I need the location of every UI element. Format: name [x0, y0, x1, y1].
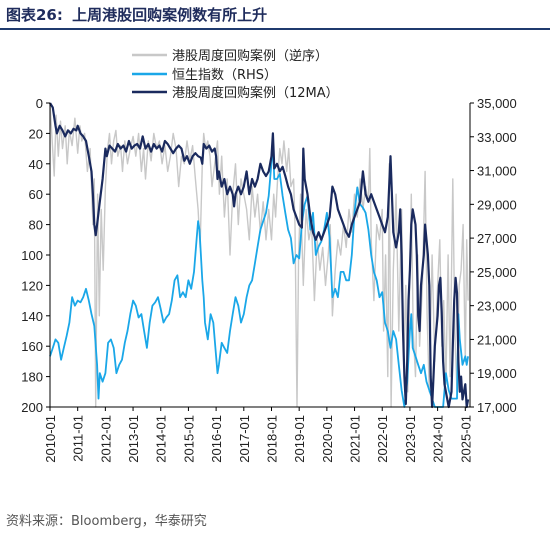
legend-label-buyback-inverted: 港股周度回购案例（逆序）	[172, 48, 328, 64]
right-tick-label: 25,000	[477, 265, 517, 280]
x-tick-label: 2011-01	[71, 415, 86, 462]
left-tick-label: 160	[21, 339, 43, 354]
x-tick-label: 2018-01	[264, 415, 279, 463]
series-line-buyback-12ma	[49, 102, 470, 409]
right-tick-label: 33,000	[477, 130, 517, 145]
figure-number: 图表26:	[6, 6, 63, 24]
right-tick-label: 35,000	[477, 96, 517, 111]
right-tick-label: 17,000	[477, 400, 517, 415]
left-tick-label: 0	[36, 96, 43, 111]
left-tick-label: 120	[21, 278, 43, 293]
right-tick-label: 19,000	[477, 366, 517, 381]
x-tick-label: 2021-01	[348, 415, 363, 463]
left-tick-label: 200	[21, 400, 43, 415]
legend: 港股周度回购案例（逆序） 恒生指数（RHS） 港股周度回购案例（12MA）	[132, 48, 339, 101]
x-tick-label: 2022-01	[375, 415, 390, 463]
figure-title: 图表26: 上周港股回购案例数有所上升	[6, 4, 267, 25]
series-line-hsi	[49, 144, 469, 408]
left-tick-label: 180	[21, 370, 43, 385]
left-tick-label: 60	[29, 187, 43, 202]
left-tick-label: 80	[29, 218, 43, 233]
x-tick-label: 2013-01	[126, 415, 141, 463]
x-tick-label: 2020-01	[320, 415, 335, 463]
right-tick-label: 23,000	[477, 299, 517, 314]
x-tick-label: 2012-01	[98, 415, 113, 463]
x-tick-label: 2016-01	[209, 415, 224, 463]
left-tick-label: 40	[29, 157, 43, 172]
left-tick-label: 140	[21, 309, 43, 324]
right-tick-label: 29,000	[477, 197, 517, 212]
right-tick-label: 31,000	[477, 164, 517, 179]
left-tick-label: 20	[29, 126, 43, 141]
legend-label-hsi: 恒生指数（RHS）	[172, 68, 277, 83]
x-tick-label: 2023-01	[403, 415, 418, 463]
series-line-buyback-inverted	[49, 102, 469, 408]
x-tick-label: 2014-01	[154, 415, 169, 463]
left-tick-label: 100	[21, 248, 43, 263]
x-tick-label: 2019-01	[292, 415, 307, 463]
x-tick-label: 2015-01	[181, 415, 196, 463]
figure-title-text: 上周港股回购案例数有所上升	[72, 6, 268, 24]
x-tick-label: 2017-01	[237, 415, 252, 463]
right-tick-label: 27,000	[477, 231, 517, 246]
title-rule	[0, 28, 550, 30]
x-tick-label: 2024-01	[431, 415, 446, 463]
chart-svg: 港股周度回购案例（逆序） 恒生指数（RHS） 港股周度回购案例（12MA） 0 2…	[21, 48, 517, 463]
legend-label-buyback-12ma: 港股周度回购案例（12MA）	[172, 85, 339, 101]
x-tick-label: 2025-01	[458, 415, 473, 463]
source-note: 资料来源：Bloomberg，华泰研究	[6, 514, 207, 529]
x-tick-label: 2010-01	[43, 415, 58, 463]
right-tick-label: 21,000	[477, 332, 517, 347]
